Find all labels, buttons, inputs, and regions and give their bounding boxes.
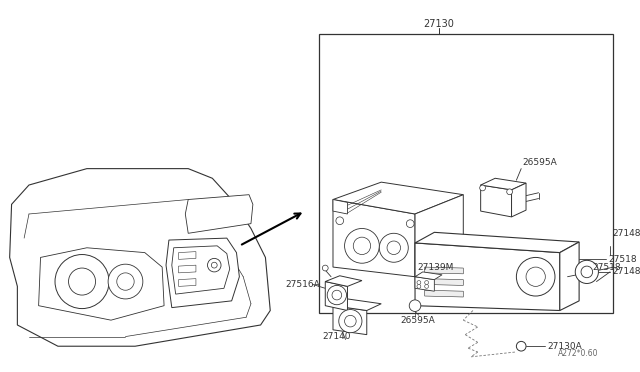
Text: 27518: 27518 [593, 263, 621, 272]
Circle shape [516, 257, 555, 296]
Polygon shape [415, 272, 442, 280]
Circle shape [55, 254, 109, 309]
Circle shape [516, 341, 526, 351]
Circle shape [526, 267, 545, 286]
Circle shape [108, 264, 143, 299]
Polygon shape [425, 290, 463, 297]
Polygon shape [425, 267, 463, 274]
Polygon shape [179, 251, 196, 259]
Circle shape [575, 260, 598, 283]
Circle shape [327, 285, 346, 305]
Polygon shape [425, 279, 463, 285]
Polygon shape [179, 279, 196, 286]
Text: 27518: 27518 [608, 255, 637, 264]
Polygon shape [415, 277, 435, 291]
Polygon shape [481, 178, 526, 190]
Circle shape [581, 266, 593, 278]
Text: 27130: 27130 [424, 19, 454, 29]
Circle shape [207, 259, 221, 272]
Circle shape [116, 273, 134, 290]
Text: 27139M: 27139M [417, 263, 453, 272]
Text: 26595A: 26595A [522, 158, 557, 167]
Text: 27130A: 27130A [547, 342, 582, 351]
Circle shape [344, 315, 356, 327]
Polygon shape [333, 199, 415, 277]
Polygon shape [511, 183, 526, 217]
Circle shape [417, 285, 421, 288]
Text: 27516A: 27516A [285, 280, 321, 289]
Circle shape [339, 310, 362, 333]
Circle shape [406, 220, 414, 228]
Circle shape [336, 217, 344, 225]
Circle shape [507, 189, 513, 195]
Text: 27140: 27140 [323, 332, 351, 341]
Polygon shape [186, 195, 253, 233]
Polygon shape [415, 232, 579, 253]
Circle shape [211, 262, 217, 268]
Polygon shape [179, 265, 196, 273]
Polygon shape [333, 182, 463, 214]
Text: A272*0.60: A272*0.60 [558, 349, 598, 359]
Polygon shape [325, 276, 362, 286]
Circle shape [425, 280, 429, 285]
Polygon shape [38, 248, 164, 320]
Circle shape [353, 237, 371, 254]
Polygon shape [10, 169, 270, 346]
Circle shape [480, 185, 486, 191]
Text: 27148: 27148 [612, 267, 640, 276]
Polygon shape [333, 199, 348, 214]
Polygon shape [166, 238, 239, 308]
Text: 27148: 27148 [612, 229, 640, 238]
Polygon shape [333, 306, 367, 335]
Circle shape [417, 280, 421, 285]
Polygon shape [415, 243, 560, 311]
Circle shape [68, 268, 95, 295]
Polygon shape [481, 185, 511, 217]
Polygon shape [325, 282, 348, 311]
Circle shape [332, 290, 342, 300]
Polygon shape [560, 242, 579, 311]
Circle shape [425, 285, 429, 288]
Polygon shape [415, 195, 463, 277]
Polygon shape [333, 299, 381, 311]
Circle shape [323, 265, 328, 271]
Circle shape [380, 233, 408, 262]
Circle shape [409, 300, 421, 311]
Text: 26595A: 26595A [401, 316, 435, 325]
Polygon shape [172, 246, 230, 294]
Circle shape [387, 241, 401, 254]
Polygon shape [319, 33, 613, 313]
Circle shape [344, 228, 380, 263]
